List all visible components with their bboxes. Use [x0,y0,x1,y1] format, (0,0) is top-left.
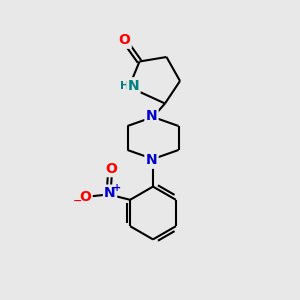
Text: N: N [146,154,157,167]
Text: N: N [146,109,157,122]
Text: +: + [113,183,121,193]
Text: N: N [104,186,116,200]
Text: H: H [120,80,129,91]
Text: O: O [118,34,130,47]
Text: −: − [73,195,82,206]
Text: N: N [128,79,139,92]
Text: O: O [80,190,92,204]
Text: O: O [106,162,118,176]
